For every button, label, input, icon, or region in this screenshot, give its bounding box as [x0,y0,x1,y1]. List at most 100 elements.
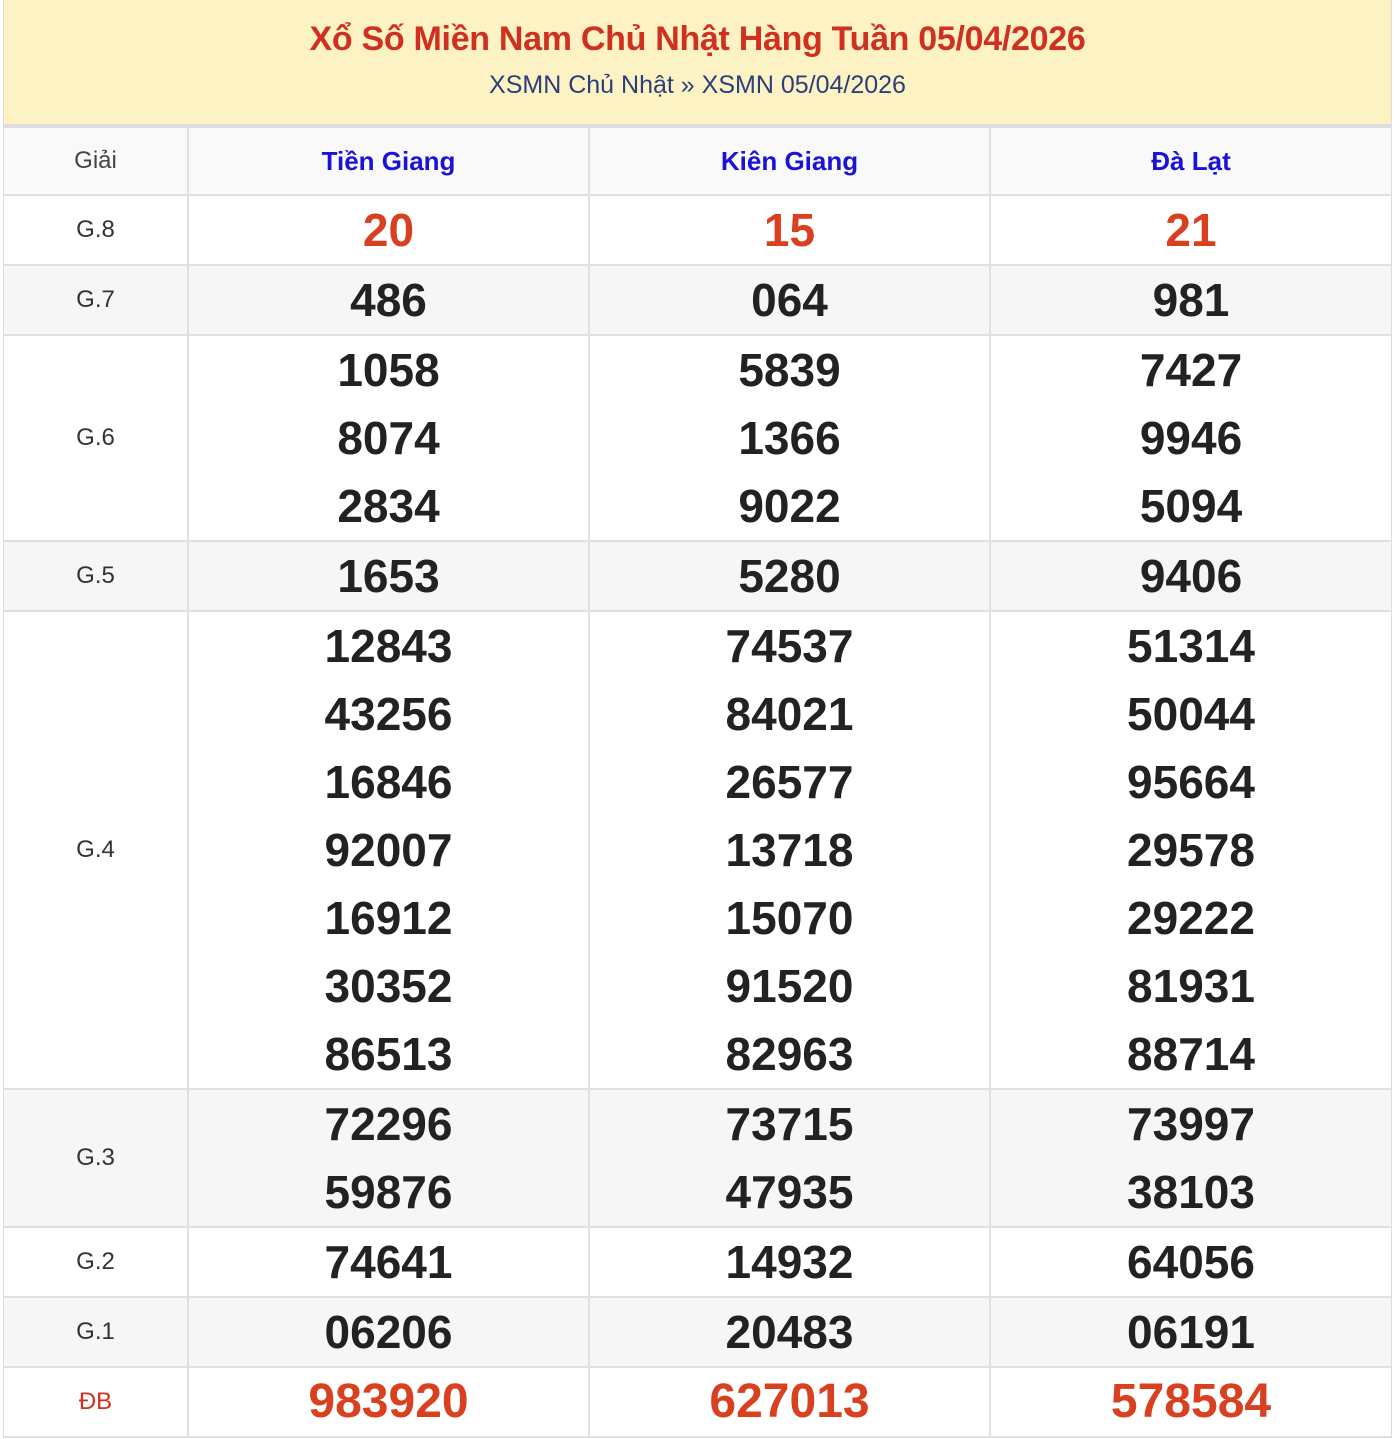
winning-number: 21 [1165,204,1217,256]
table-header-row: Giải Tiền Giang Kiên Giang Đà Lạt [4,126,1391,196]
prize-cell: 15 [588,194,991,266]
prize-row: G.1 06206 20483 06191 [4,1296,1391,1368]
winning-number: 29222 [1127,892,1255,944]
winning-number: 20483 [725,1306,854,1358]
prize-column-header: Giải [4,126,189,196]
winning-number: 72296 [324,1098,453,1150]
winning-number: 73997 [1127,1098,1255,1150]
winning-number: 5094 [1139,480,1243,532]
winning-number: 9946 [1139,412,1243,464]
prize-row: G.8 20 15 21 [4,194,1391,266]
winning-number: 64056 [1127,1236,1255,1288]
winning-number: 29578 [1127,824,1255,876]
winning-number: 86513 [324,1028,453,1080]
breadcrumb-separator: » [680,71,695,99]
winning-number: 16846 [324,756,453,808]
winning-number: 15070 [725,892,854,944]
prize-cell: 20483 [588,1296,991,1368]
winning-number: 06206 [324,1306,453,1358]
winning-number: 981 [1152,274,1230,326]
winning-number: 5839 [738,344,841,396]
winning-number: 627013 [709,1375,870,1428]
prize-label: G.8 [4,194,189,266]
winning-number: 47935 [725,1166,854,1218]
winning-number: 91520 [725,960,854,1012]
winning-number: 95664 [1127,756,1255,808]
prize-label: G.7 [4,264,189,336]
prize-row: G.7 486 064 981 [4,264,1391,336]
prize-cell: 578584 [989,1366,1391,1438]
prize-cell: 627013 [588,1366,991,1438]
winning-number: 74641 [324,1236,453,1288]
prize-cell: 20 [187,194,590,266]
province-header[interactable]: Đà Lạt [989,126,1391,196]
prize-cell: 486 [187,264,590,336]
province-header[interactable]: Tiền Giang [187,126,590,196]
prize-cell: 74641 [187,1226,590,1298]
results-panel: Xổ Số Miền Nam Chủ Nhật Hàng Tuần 05/04/… [3,0,1392,1438]
prize-row: G.3 72296 59876 73715 47935 73997 38103 [4,1088,1391,1228]
prize-cell: 73997 38103 [989,1088,1391,1228]
prize-label: G.4 [4,610,189,1090]
prize-label: ĐB [4,1366,189,1438]
province-header[interactable]: Kiên Giang [588,126,991,196]
results-table: Giải Tiền Giang Kiên Giang Đà Lạt G.8 20 1… [4,126,1391,1438]
winning-number: 38103 [1127,1166,1255,1218]
winning-number: 578584 [1110,1375,1272,1428]
prize-cell: 14932 [588,1226,991,1298]
prize-label: G.1 [4,1296,189,1368]
winning-number: 13718 [725,824,854,876]
winning-number: 74537 [725,620,854,672]
winning-number: 92007 [324,824,453,876]
prize-row: G.5 1653 5280 9406 [4,540,1391,612]
prize-cell: 21 [989,194,1391,266]
prize-cell: 72296 59876 [187,1088,590,1228]
prize-cell: 1653 [187,540,590,612]
prize-cell: 5839 1366 9022 [588,334,991,542]
winning-number: 88714 [1127,1028,1255,1080]
winning-number: 486 [350,274,427,326]
prize-cell: 73715 47935 [588,1088,991,1228]
prize-cell: 64056 [989,1226,1391,1298]
winning-number: 43256 [324,688,453,740]
prize-row: G.6 1058 8074 2834 5839 1366 9022 7427 9946 5094 [4,334,1391,542]
prize-row: G.4 12843 43256 16846 92007 16912 30352 86513 74… [4,610,1391,1090]
prize-cell: 064 [588,264,991,336]
winning-number: 06191 [1127,1306,1255,1358]
winning-number: 983920 [308,1375,469,1428]
winning-number: 064 [751,274,828,326]
prize-cell: 9406 [989,540,1391,612]
winning-number: 50044 [1127,688,1255,740]
winning-number: 20 [362,204,415,256]
winning-number: 12843 [324,620,453,672]
prize-cell: 51314 50044 95664 29578 29222 81931 88714 [989,610,1391,1090]
winning-number: 84021 [725,688,854,740]
prize-cell: 1058 8074 2834 [187,334,590,542]
winning-number: 9022 [738,480,841,532]
winning-number: 1653 [337,550,440,602]
breadcrumb-link-xsmn-chu-nhat[interactable]: XSMN Chủ Nhật [489,71,674,99]
prize-cell: 12843 43256 16846 92007 16912 30352 86513 [187,610,590,1090]
prize-cell: 983920 [187,1366,590,1438]
prize-cell: 74537 84021 26577 13718 15070 91520 82963 [588,610,991,1090]
winning-number: 1058 [337,344,440,396]
winning-number: 30352 [324,960,453,1012]
winning-number: 9406 [1139,550,1243,602]
winning-number: 5280 [738,550,841,602]
prize-cell: 06191 [989,1296,1391,1368]
prize-row: G.2 74641 14932 64056 [4,1226,1391,1298]
results-header: Xổ Số Miền Nam Chủ Nhật Hàng Tuần 05/04/… [4,0,1391,126]
winning-number: 51314 [1127,620,1255,672]
prize-row: ĐB 983920 627013 578584 [4,1366,1391,1438]
breadcrumb: XSMN Chủ Nhật » XSMN 05/04/2026 [4,71,1391,100]
prize-cell: 981 [989,264,1391,336]
prize-cell: 7427 9946 5094 [989,334,1391,542]
winning-number: 26577 [725,756,854,808]
winning-number: 1366 [738,412,841,464]
winning-number: 7427 [1139,344,1243,396]
winning-number: 82963 [725,1028,854,1080]
prize-label: G.6 [4,334,189,542]
prize-label: G.5 [4,540,189,612]
breadcrumb-link-xsmn-date[interactable]: XSMN 05/04/2026 [701,71,906,99]
winning-number: 81931 [1127,960,1255,1012]
